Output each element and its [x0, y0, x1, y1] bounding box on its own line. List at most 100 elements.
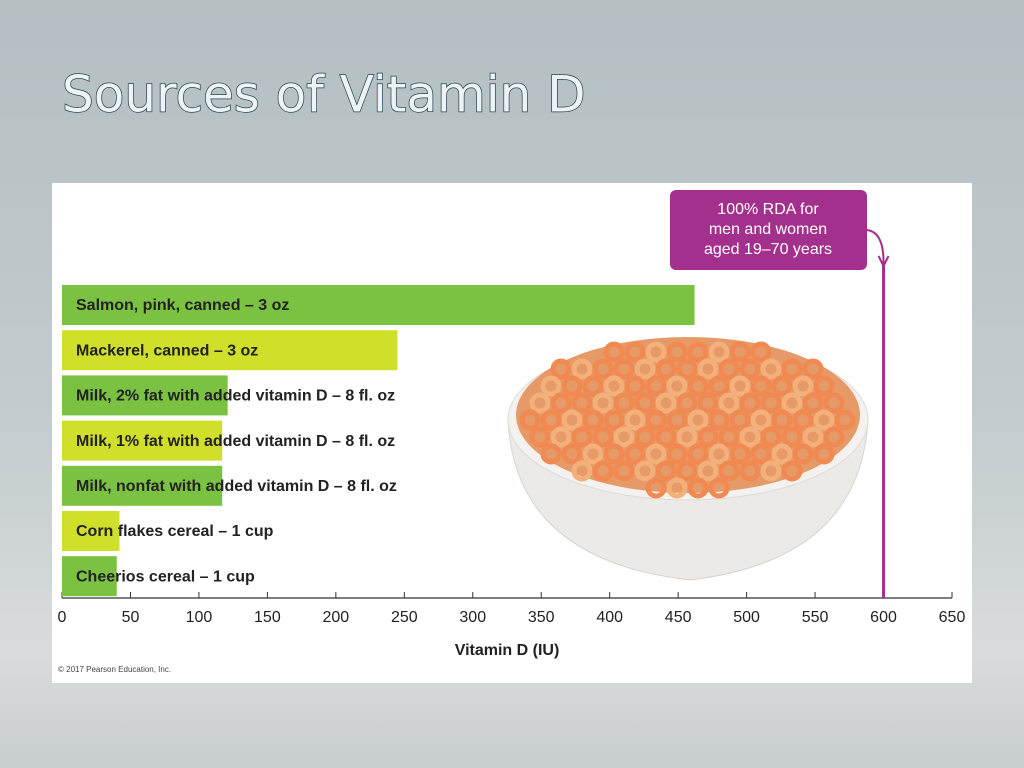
cereal-piece: [561, 443, 583, 465]
cereal-piece: [687, 341, 709, 363]
cereal-piece: [708, 409, 730, 431]
cereal-piece: [666, 443, 688, 465]
cereal-piece: [634, 460, 656, 482]
bar: [62, 285, 695, 325]
cereal-piece: [624, 375, 646, 397]
cereal-piece: [750, 443, 772, 465]
cereal-piece: [540, 409, 562, 431]
cereal-piece: [592, 460, 614, 482]
cereal-piece: [781, 392, 803, 414]
cereal-piece: [687, 443, 709, 465]
cereal-piece: [645, 409, 667, 431]
x-tick-label: 250: [391, 609, 418, 626]
cereal-piece: [802, 426, 824, 448]
cereal-piece: [571, 392, 593, 414]
cereal-piece: [571, 460, 593, 482]
cereal-piece: [718, 358, 740, 380]
cereal-piece: [739, 460, 761, 482]
cereal-piece: [655, 426, 677, 448]
x-tick-label: 350: [528, 609, 555, 626]
cereal-piece: [666, 477, 688, 499]
cereal-piece: [792, 443, 814, 465]
cereal-piece: [529, 392, 551, 414]
cereal-piece: [739, 358, 761, 380]
bar-label: Salmon, pink, canned – 3 oz: [76, 297, 289, 314]
cereal-piece: [645, 477, 667, 499]
cereal-piece: [571, 358, 593, 380]
cereal-piece: [718, 392, 740, 414]
cereal-piece: [802, 358, 824, 380]
x-tick-label: 500: [733, 609, 760, 626]
cereal-piece: [687, 409, 709, 431]
cereal-piece: [802, 392, 824, 414]
cereal-piece: [624, 443, 646, 465]
bar: [62, 556, 117, 597]
bar-label: Milk, 2% fat with added vitamin D – 8 fl…: [76, 388, 395, 405]
cereal-piece: [624, 409, 646, 431]
cereal-piece: [771, 443, 793, 465]
cereal-piece: [655, 392, 677, 414]
cereal-piece: [697, 392, 719, 414]
bar: [62, 330, 398, 371]
x-tick-label: 600: [870, 609, 897, 626]
bar: [62, 465, 223, 506]
cereal-piece: [613, 426, 635, 448]
cereal-bowl-image: [507, 337, 869, 581]
cereal-piece: [603, 443, 625, 465]
x-tick-label: 100: [186, 609, 213, 626]
x-tick-label: 650: [939, 609, 966, 626]
cereal-piece: [760, 358, 782, 380]
cereal-piece: [645, 375, 667, 397]
rda-text: 100% RDA for: [717, 201, 819, 218]
bar-label: Mackerel, canned – 3 oz: [76, 342, 258, 359]
cereal-piece: [687, 477, 709, 499]
cereal-piece: [771, 375, 793, 397]
cereal-piece: [823, 392, 845, 414]
cereal-piece: [760, 392, 782, 414]
x-tick-label: 200: [322, 609, 349, 626]
cereal-piece: [592, 426, 614, 448]
cereal-piece: [697, 460, 719, 482]
cereal-piece: [708, 477, 730, 499]
cereal-piece: [750, 341, 772, 363]
x-tick-label: 0: [58, 609, 67, 626]
cereal-piece: [718, 460, 740, 482]
cereal-piece: [792, 409, 814, 431]
cereal-piece: [781, 358, 803, 380]
cereal-piece: [540, 443, 562, 465]
cereal-piece: [655, 460, 677, 482]
cereal-piece: [666, 409, 688, 431]
cereal-piece: [676, 460, 698, 482]
cereal-piece: [561, 409, 583, 431]
bar: [62, 420, 223, 461]
x-tick-label: 300: [459, 609, 486, 626]
cereal-piece: [771, 409, 793, 431]
cereal-piece: [613, 392, 635, 414]
cereal-piece: [676, 426, 698, 448]
cereal-piece: [676, 358, 698, 380]
x-tick-label: 150: [254, 609, 281, 626]
rda-arrowhead: [877, 255, 890, 269]
cereal-piece: [708, 375, 730, 397]
bar: [62, 375, 228, 416]
cereal-piece: [676, 392, 698, 414]
rda-box: [670, 190, 867, 270]
credit: © 2017 Pearson Education, Inc.: [58, 665, 171, 674]
cereal-piece: [561, 375, 583, 397]
cereal-piece: [592, 392, 614, 414]
rda-text: men and women: [709, 221, 827, 238]
cereal-piece: [666, 375, 688, 397]
cereal-piece: [666, 341, 688, 363]
cereal-piece: [834, 409, 856, 431]
cereal-piece: [634, 358, 656, 380]
cereal-piece: [750, 409, 772, 431]
cereal-piece: [645, 443, 667, 465]
cereal-piece: [634, 392, 656, 414]
cereal-piece: [781, 426, 803, 448]
cereal-piece: [603, 375, 625, 397]
rda-text: aged 19–70 years: [704, 241, 832, 258]
slide-title: Sources of Vitamin D: [62, 66, 586, 124]
cereal-piece: [813, 443, 835, 465]
cereal-piece: [582, 409, 604, 431]
